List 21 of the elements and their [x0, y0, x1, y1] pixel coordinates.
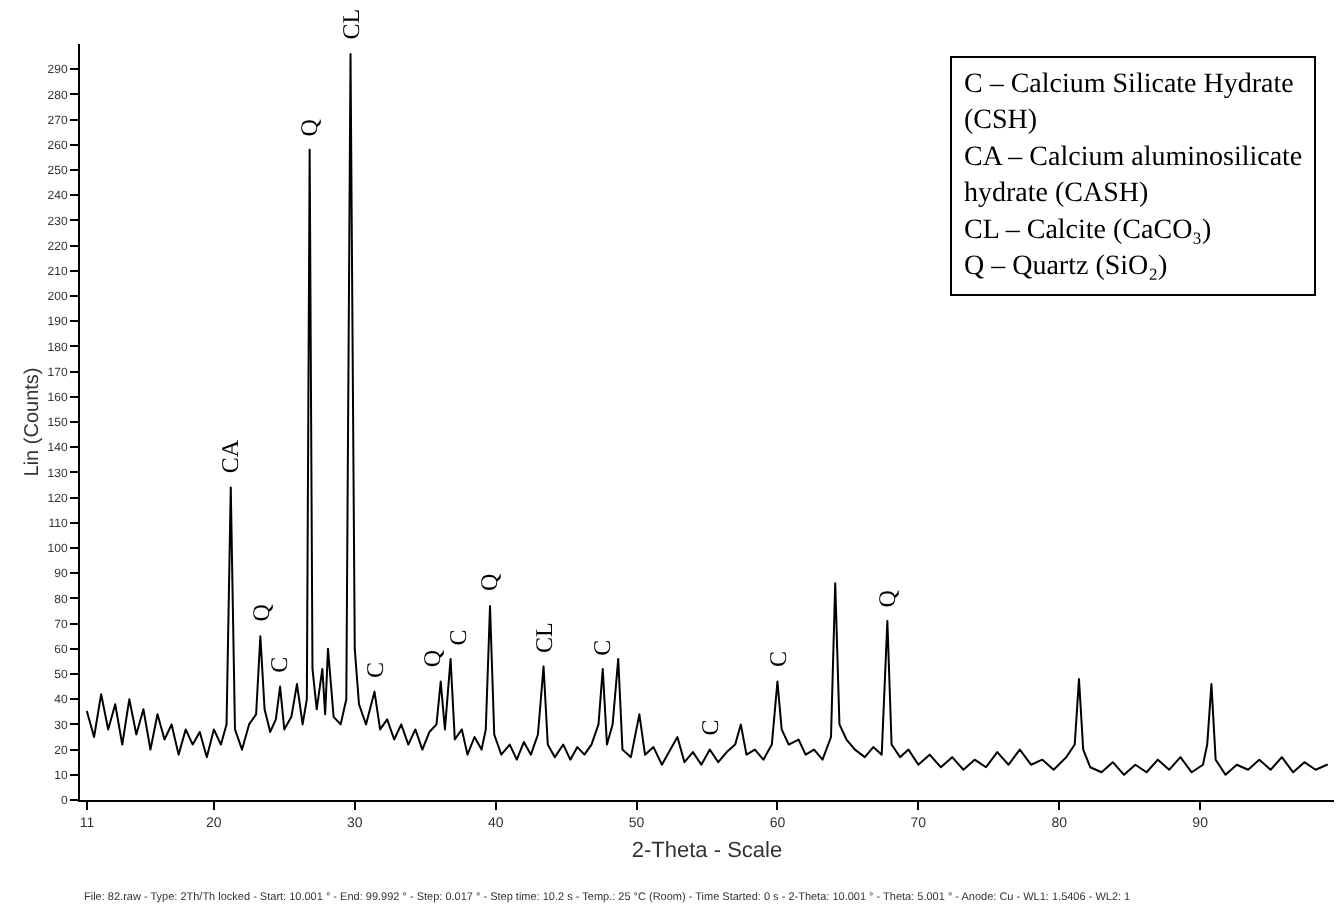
annotation: C – Calcium Silicate Hydrate (CSH): [964, 70, 1294, 137]
line-series: [86, 53, 1328, 776]
annotation: C: [443, 629, 472, 646]
x-axis-title: 2-Theta - Scale: [631, 839, 783, 864]
annotation: CL: [337, 8, 366, 40]
annotation: C: [696, 719, 725, 736]
annotation: Q – Quartz (SiO₂): [964, 252, 1169, 282]
annotation: C: [265, 656, 294, 673]
annotation: CA: [216, 439, 245, 474]
annotation: CL: [530, 622, 559, 653]
y-axis-title: Lin (Counts): [21, 367, 44, 477]
annotation: Q: [418, 649, 447, 668]
annotation: Q: [475, 572, 504, 591]
annotation: C: [763, 650, 792, 667]
annotation: C: [587, 639, 616, 656]
annotation: CL – Calcite (CaCO₃): [964, 215, 1213, 246]
annotation: Q: [873, 589, 902, 608]
annotation: Q: [247, 603, 276, 622]
annotation: C: [360, 662, 389, 679]
annotation: CA – Calcium aluminosilicate hydrate (CASH): [964, 142, 1303, 210]
annotation: Q: [294, 118, 323, 137]
